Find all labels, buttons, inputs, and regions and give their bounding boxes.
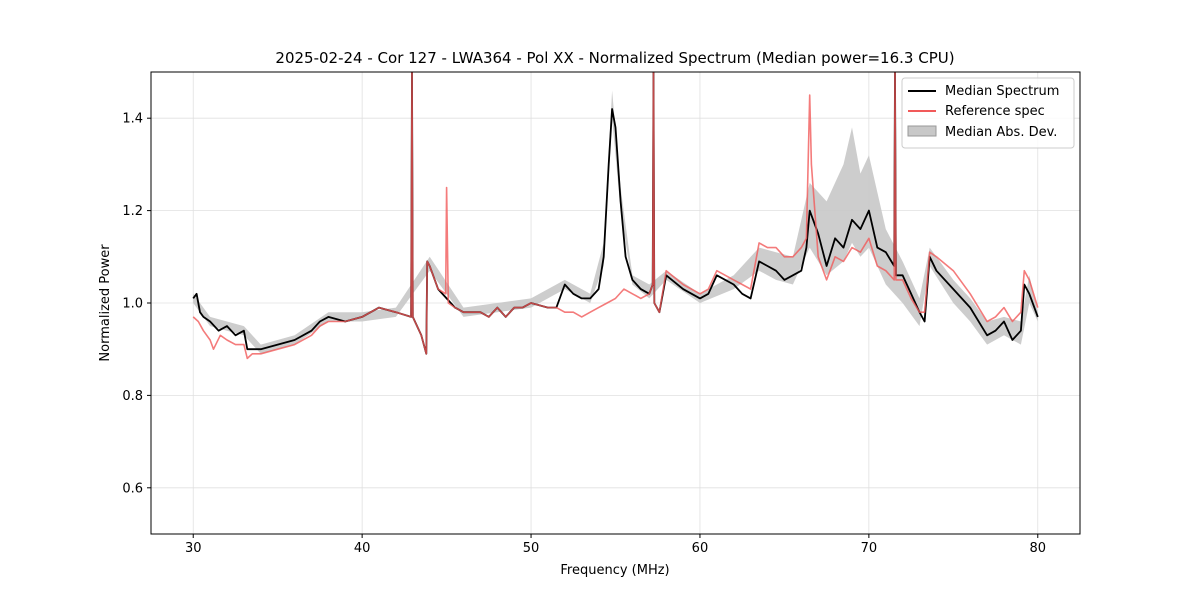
legend-label-median: Median Spectrum: [945, 84, 1059, 99]
x-tick-label: 70: [861, 541, 878, 556]
reference-spectrum-line: [192, 72, 1039, 360]
y-tick-label: 0.6: [122, 481, 143, 496]
x-tick-label: 80: [1029, 541, 1046, 556]
y-tick-label: 0.8: [122, 389, 143, 404]
y-tick-label: 1.0: [122, 297, 143, 312]
x-axis-ticks: 30 40 50 60 70 80: [185, 534, 1046, 556]
legend-swatch-mad: [907, 125, 937, 137]
legend-label-reference: Reference spec: [945, 104, 1045, 119]
x-axis-label: Frequency (MHz): [560, 563, 669, 578]
data-layer: [192, 72, 1039, 360]
legend-label-mad: Median Abs. Dev.: [945, 125, 1057, 140]
x-tick-label: 60: [692, 541, 709, 556]
x-tick-label: 40: [354, 541, 371, 556]
x-tick-label: 50: [523, 541, 540, 556]
y-tick-label: 1.2: [122, 204, 143, 219]
legend: Median Spectrum Reference spec Median Ab…: [901, 77, 1075, 149]
legend-box: [901, 77, 1075, 149]
y-axis-label: Normalized Power: [98, 244, 113, 362]
chart-title: 2025-02-24 - Cor 127 - LWA364 - Pol XX -…: [275, 49, 954, 67]
x-tick-label: 30: [185, 541, 202, 556]
mad-band: [193, 90, 1038, 354]
y-axis-ticks: 0.6 0.8 1.0 1.2 1.4: [122, 112, 151, 496]
y-tick-label: 1.4: [122, 112, 143, 127]
